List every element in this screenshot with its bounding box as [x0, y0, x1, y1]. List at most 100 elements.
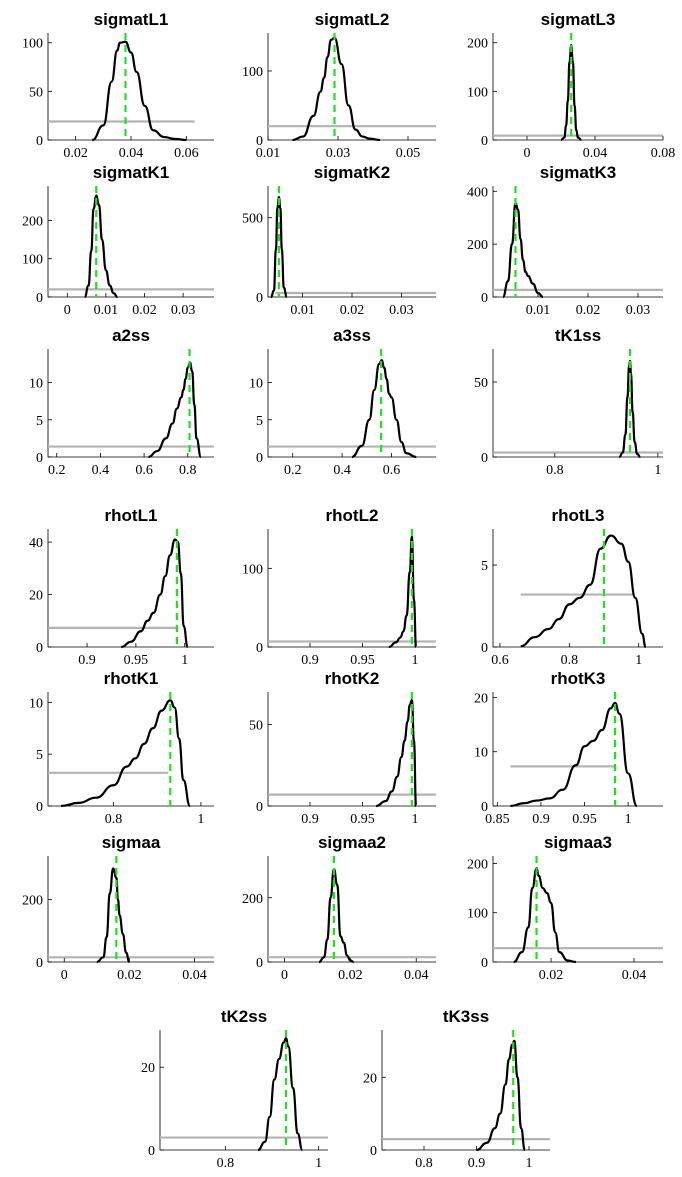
y-tick-label: 10 — [249, 377, 263, 392]
panel-sigmatL2: sigmatL2 0.01 0.03 0.05 0 100 — [242, 10, 436, 161]
y-tick-label: 0 — [481, 451, 488, 466]
x-tick-label: 0.01 — [256, 146, 281, 161]
y-tick-label: 0 — [36, 134, 43, 149]
x-tick-label: 0.2 — [284, 463, 302, 478]
y-tick-label: 50 — [29, 85, 43, 100]
x-tick-label: 0.95 — [350, 812, 375, 827]
y-tick-label: 0 — [36, 451, 43, 466]
y-tick-label: 0 — [481, 641, 488, 656]
x-tick-label: 0 — [64, 303, 71, 318]
axis-lines — [47, 856, 214, 963]
posterior-curve — [83, 194, 118, 299]
y-tick-label: 20 — [29, 589, 43, 604]
panel-sigmaa2: sigmaa2 0 0.02 0.04 0 200 — [242, 833, 436, 983]
y-tick-label: 10 — [29, 377, 43, 392]
axis-lines — [381, 1030, 550, 1151]
panel-sigmatK3: sigmatK3 0.01 0.02 0.03 0 200 400 — [467, 163, 663, 318]
x-tick-label: 0.04 — [622, 968, 647, 983]
y-tick-label: 20 — [363, 1071, 377, 1086]
panel-title: sigmatK1 — [93, 163, 170, 182]
panel-title: sigmatL1 — [94, 10, 169, 29]
y-tick-label: 100 — [467, 907, 488, 922]
y-tick-label: 20 — [474, 691, 488, 706]
panel-sigmaa3: sigmaa3 0.02 0.04 0 100 200 — [467, 833, 663, 983]
x-tick-label: 1 — [625, 812, 632, 827]
posterior-curve — [476, 1039, 526, 1152]
y-tick-label: 100 — [242, 562, 263, 577]
panel-rhotK2: rhotK2 0.9 0.95 1 0 50 — [249, 669, 436, 827]
panel-title: sigmaa — [102, 833, 161, 852]
y-tick-label: 0 — [256, 134, 263, 149]
axis-lines — [267, 186, 436, 298]
y-tick-label: 50 — [249, 719, 263, 734]
x-tick-label: 0.01 — [526, 303, 551, 318]
x-tick-label: 0.8 — [546, 463, 564, 478]
x-tick-label: 0.8 — [105, 812, 123, 827]
y-tick-label: 0 — [36, 641, 43, 656]
y-tick-label: 200 — [467, 857, 488, 872]
x-tick-label: 0.02 — [338, 968, 363, 983]
panel-title: rhotK1 — [104, 669, 159, 688]
posterior-curve — [318, 867, 354, 964]
y-tick-label: 50 — [474, 376, 488, 391]
posterior-curve — [148, 361, 202, 459]
y-tick-label: 10 — [474, 746, 488, 761]
y-tick-label: 0 — [36, 956, 43, 971]
y-tick-label: 5 — [36, 414, 43, 429]
x-tick-label: 0.02 — [340, 303, 365, 318]
y-tick-label: 5 — [481, 559, 488, 574]
panel-title: sigmatK3 — [540, 163, 617, 182]
y-tick-label: 100 — [242, 65, 263, 80]
axis-lines — [267, 856, 436, 963]
panel-title: rhotL2 — [326, 506, 379, 525]
y-tick-label: 0 — [36, 800, 43, 815]
y-tick-label: 40 — [29, 536, 43, 551]
y-tick-label: 100 — [22, 253, 43, 268]
panel-title: a3ss — [333, 326, 371, 345]
axis-lines — [492, 349, 663, 458]
x-tick-label: 0.04 — [119, 146, 144, 161]
axis-lines — [47, 186, 214, 298]
x-tick-label: 0.03 — [389, 303, 414, 318]
axis-lines — [47, 692, 214, 807]
panel-title: sigmaa2 — [318, 833, 386, 852]
x-tick-label: 0.04 — [583, 146, 608, 161]
x-tick-label: 0.02 — [132, 303, 157, 318]
axis-lines — [492, 692, 663, 807]
y-tick-label: 0 — [256, 800, 263, 815]
x-tick-label: 1 — [181, 653, 188, 668]
y-tick-label: 0 — [256, 451, 263, 466]
y-tick-label: 20 — [141, 1061, 155, 1076]
y-tick-label: 100 — [22, 37, 43, 52]
x-tick-label: 0.85 — [485, 812, 510, 827]
panel-sigmatL3: sigmatL3 0 0.04 0.08 0 100 200 — [467, 10, 675, 161]
posterior-curve — [520, 534, 647, 649]
y-tick-label: 100 — [467, 85, 488, 100]
y-tick-label: 5 — [36, 748, 43, 763]
x-tick-label: 0.9 — [468, 1156, 486, 1171]
x-tick-label: 0.04 — [404, 968, 429, 983]
panel-sigmatK2: sigmatK2 0.01 0.02 0.03 0 500 — [242, 163, 436, 318]
y-tick-label: 0 — [481, 800, 488, 815]
panel-rhotL3: rhotL3 0.6 0.8 1 0 5 — [481, 506, 663, 668]
axis-lines — [492, 186, 663, 298]
x-tick-label: 0.8 — [415, 1156, 433, 1171]
posterior-curve — [501, 202, 544, 299]
x-tick-label: 0.03 — [626, 303, 651, 318]
panel-tK2ss: tK2ss 0.8 1 0 20 — [141, 1007, 328, 1171]
y-tick-label: 400 — [467, 185, 488, 200]
x-tick-label: 0.04 — [182, 968, 207, 983]
y-tick-label: 0 — [481, 956, 488, 971]
x-tick-label: 0.02 — [117, 968, 142, 983]
panel-tK3ss: tK3ss 0.8 0.9 1 0 20 — [363, 1007, 550, 1171]
x-tick-label: 0.4 — [333, 463, 351, 478]
posterior-curve — [61, 699, 192, 808]
x-tick-label: 0.6 — [491, 653, 509, 668]
x-tick-label: 0.02 — [576, 303, 601, 318]
axis-lines — [159, 1030, 328, 1151]
posterior-curve — [91, 40, 187, 142]
y-tick-label: 0 — [370, 1144, 377, 1159]
x-tick-label: 0.8 — [179, 463, 197, 478]
